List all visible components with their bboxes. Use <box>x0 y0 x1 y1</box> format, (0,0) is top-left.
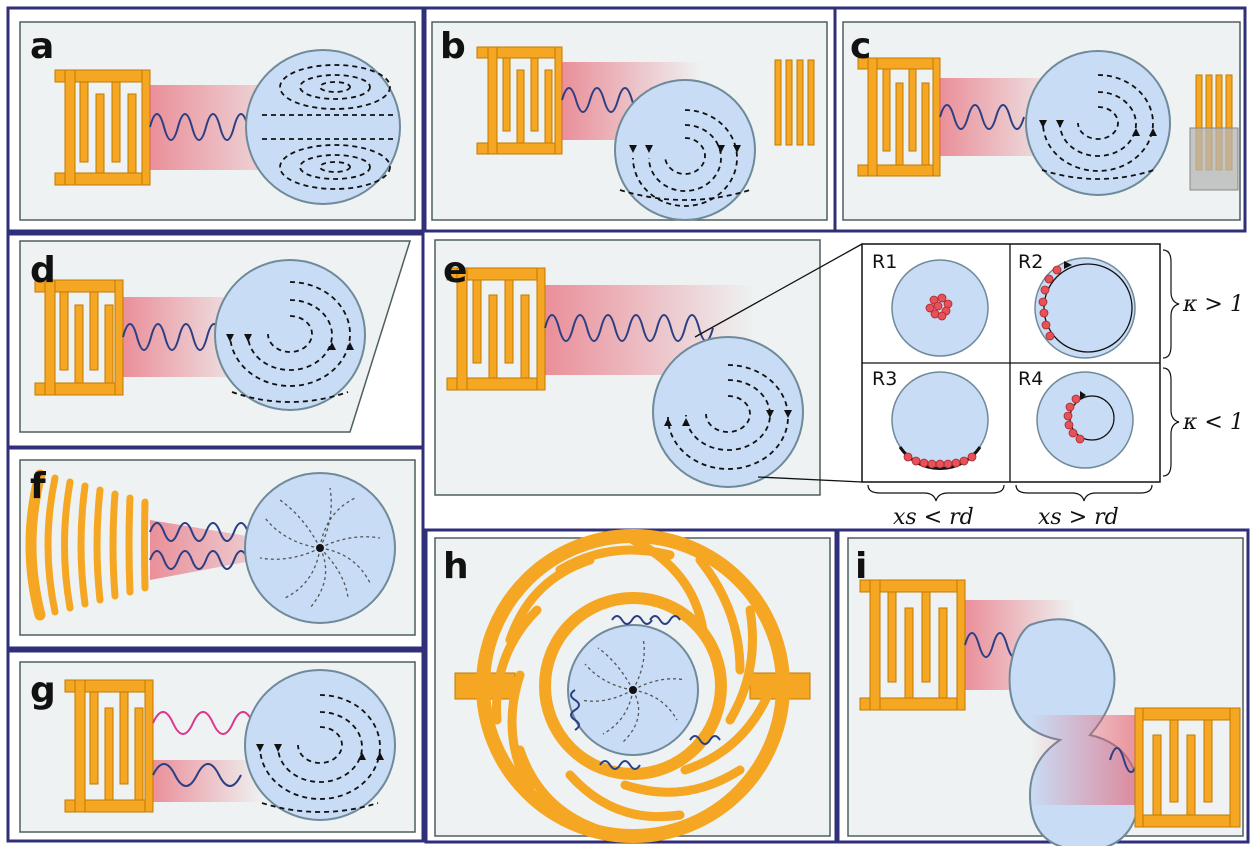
particle-ring <box>1038 265 1062 341</box>
harmonic-wave <box>152 711 254 735</box>
focused-idt-electrode <box>25 469 149 621</box>
panel-h: h <box>424 528 838 844</box>
surface-acoustic-wave <box>544 314 714 342</box>
vortex-streamlines <box>226 281 354 403</box>
panel-e: e R1 <box>434 239 1244 530</box>
regime-inset: R1 R2 R <box>861 243 1244 530</box>
regime-r2: R2 <box>1018 251 1136 359</box>
absorber-pad <box>1189 127 1239 191</box>
xs-gt-label: xs > rd <box>1038 505 1119 530</box>
reflector-electrode <box>1189 74 1239 191</box>
surface-acoustic-wave <box>122 323 222 351</box>
vortex-streamlines <box>256 694 384 813</box>
panel-d: d <box>6 232 425 449</box>
kappa-gt-brace <box>1162 249 1180 359</box>
surface-acoustic-wave <box>1109 747 1139 773</box>
radial-spiral-streamlines <box>580 637 686 743</box>
idt-electrode-top <box>859 579 966 711</box>
panel-label-c: c <box>850 26 871 67</box>
xs-gt-brace <box>1015 484 1153 502</box>
panel-b: b <box>423 6 837 233</box>
regime-r1: R1 <box>872 251 989 357</box>
particle-cluster <box>925 293 953 321</box>
droplet <box>652 336 804 488</box>
particle-band <box>903 452 977 469</box>
panel-f: f <box>6 446 425 650</box>
radial-spiral-streamlines <box>259 487 381 609</box>
regime-label-r3: R3 <box>872 368 897 390</box>
regime-label-r1: R1 <box>872 251 897 273</box>
surface-acoustic-wave <box>939 104 1025 130</box>
kappa-lt-label: κ < 1 <box>1182 410 1244 435</box>
panel-label-d: d <box>30 250 56 291</box>
panel-label-i: i <box>855 546 867 587</box>
droplet <box>244 669 396 821</box>
panel-label-a: a <box>30 26 54 67</box>
idt-electrode <box>446 267 546 391</box>
regime-r3: R3 <box>872 368 989 470</box>
acoustic-beam-bottom <box>1030 715 1140 805</box>
idt-electrode <box>64 679 154 813</box>
idt-electrode <box>857 57 941 177</box>
panel-label-b: b <box>440 26 466 67</box>
reflector-electrode <box>774 59 815 146</box>
surface-acoustic-wave <box>152 763 242 787</box>
regime-label-r2: R2 <box>1018 251 1043 273</box>
regime-label-r4: R4 <box>1018 368 1043 390</box>
panel-label-g: g <box>30 670 56 711</box>
vortex-streamlines <box>664 364 792 470</box>
zoom-line <box>757 476 863 483</box>
regime-r4: R4 <box>1018 368 1134 469</box>
vortex-streamlines <box>262 64 395 190</box>
zoom-line <box>694 243 863 338</box>
panel-label-f: f <box>30 466 46 507</box>
panel-i: i <box>836 528 1250 846</box>
idt-electrode <box>54 69 151 186</box>
xs-lt-label: xs < rd <box>893 505 974 530</box>
panel-label-h: h <box>443 546 469 587</box>
vortex-streamlines <box>619 109 751 207</box>
panel-g: g <box>6 649 425 843</box>
panel-c: c <box>833 6 1247 233</box>
idt-electrode <box>476 46 563 155</box>
edge-waves <box>570 615 721 770</box>
acoustic-beam <box>153 760 263 802</box>
idt-electrode-bottom <box>1134 707 1241 828</box>
vortex-streamlines <box>1039 74 1157 180</box>
annular-idt-electrode <box>454 529 811 843</box>
droplet <box>245 49 401 205</box>
surface-acoustic-wave <box>964 632 1022 658</box>
particle-arc <box>1063 394 1085 444</box>
kappa-gt-label: κ > 1 <box>1182 292 1244 317</box>
droplet <box>614 79 756 221</box>
droplet <box>1025 50 1171 196</box>
surface-acoustic-wave <box>149 550 249 570</box>
panel-a: a <box>6 6 425 233</box>
droplet <box>214 259 366 411</box>
panel-label-e: e <box>443 250 467 291</box>
surface-acoustic-wave <box>149 522 249 542</box>
xs-lt-brace <box>867 484 1005 502</box>
kappa-lt-brace <box>1162 367 1180 477</box>
